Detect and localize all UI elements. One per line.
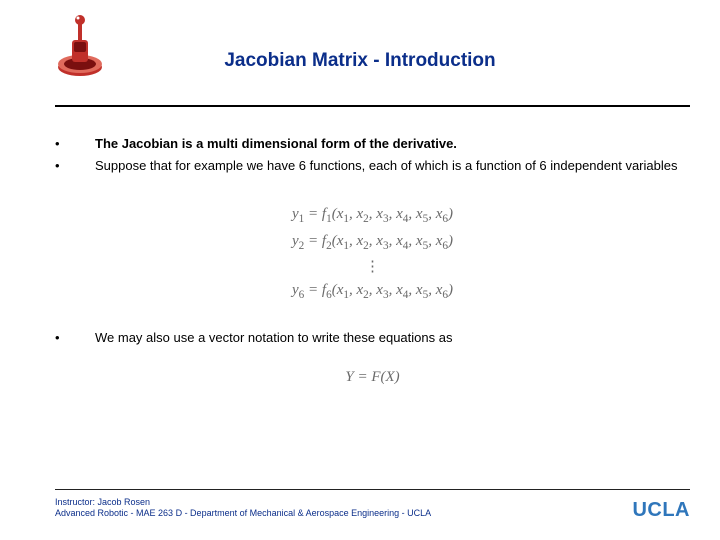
bullet-marker: • xyxy=(55,135,95,153)
title-divider xyxy=(55,105,690,107)
bullet-marker: • xyxy=(55,157,95,175)
equation-block-1: y1 = f1(x1, x2, x3, x4, x5, x6) y2 = f2(… xyxy=(55,202,690,305)
equation-vdots: ⋮ xyxy=(55,258,690,276)
equation-line: y6 = f6(x1, x2, x3, x4, x5, x6) xyxy=(55,278,690,305)
content-area: • The Jacobian is a multi dimensional fo… xyxy=(55,135,690,386)
bullet-text: The Jacobian is a multi dimensional form… xyxy=(95,135,690,153)
footer-line-1: Instructor: Jacob Rosen xyxy=(55,497,431,509)
bullet-text: Suppose that for example we have 6 funct… xyxy=(95,157,690,175)
footer-text: Instructor: Jacob Rosen Advanced Robotic… xyxy=(55,497,431,520)
page-title: Jacobian Matrix - Introduction xyxy=(0,50,720,72)
bullet-marker: • xyxy=(55,329,95,347)
equation-block-2: Y = F(X) xyxy=(55,369,690,386)
ucla-logo: UCLA xyxy=(632,499,690,522)
bullet-text: We may also use a vector notation to wri… xyxy=(95,329,690,347)
footer-line-2: Advanced Robotic - MAE 263 D - Departmen… xyxy=(55,508,431,520)
bullet-item: • The Jacobian is a multi dimensional fo… xyxy=(55,135,690,153)
footer-divider xyxy=(55,489,690,490)
bullet-item: • Suppose that for example we have 6 fun… xyxy=(55,157,690,175)
equation-line: y2 = f2(x1, x2, x3, x4, x5, x6) xyxy=(55,229,690,256)
equation-line: y1 = f1(x1, x2, x3, x4, x5, x6) xyxy=(55,202,690,229)
bullet-item: • We may also use a vector notation to w… xyxy=(55,329,690,347)
